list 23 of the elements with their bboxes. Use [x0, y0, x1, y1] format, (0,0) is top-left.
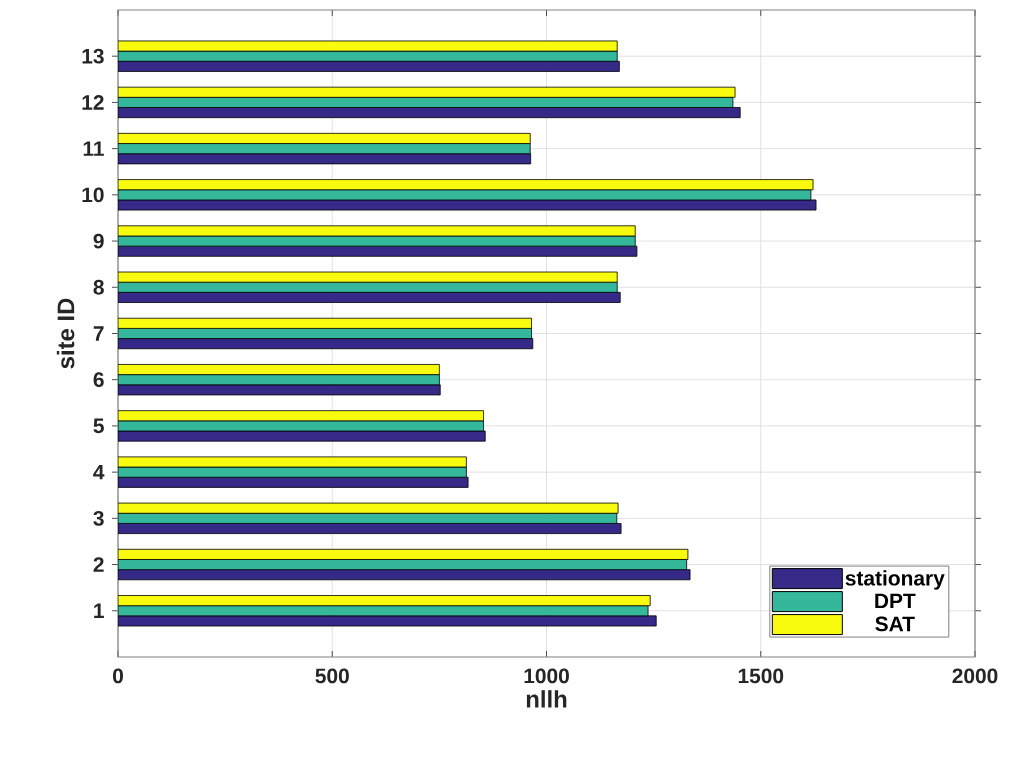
y-axis-title: site ID — [56, 298, 75, 369]
x-tick-label: 0 — [113, 668, 123, 684]
y-tick-label: 10 — [82, 187, 104, 203]
y-tick-label: 11 — [83, 141, 104, 156]
x-tick-label: 1500 — [738, 668, 784, 684]
y-tick-label: 2 — [93, 557, 104, 572]
x-tick-label: 1000 — [524, 668, 569, 684]
legend-label: stationary — [845, 570, 945, 590]
y-tick-label: 8 — [93, 279, 104, 295]
legend-label: SAT — [875, 616, 915, 632]
y-tick-label: 1 — [94, 603, 104, 618]
x-axis-title: nllh — [526, 690, 567, 708]
y-tick-label: 4 — [93, 464, 105, 480]
y-tick-label: 6 — [93, 372, 104, 388]
y-tick-label: 9 — [93, 233, 104, 249]
x-tick-label: 500 — [315, 668, 349, 684]
y-tick-label: 12 — [82, 95, 104, 110]
y-tick-label: 7 — [93, 326, 104, 341]
y-tick-label: 5 — [93, 418, 104, 434]
legend-label: DPT — [875, 593, 916, 609]
y-tick-label: 13 — [82, 48, 104, 64]
x-tick-label: 2000 — [952, 668, 998, 684]
y-tick-label: 3 — [93, 510, 104, 526]
